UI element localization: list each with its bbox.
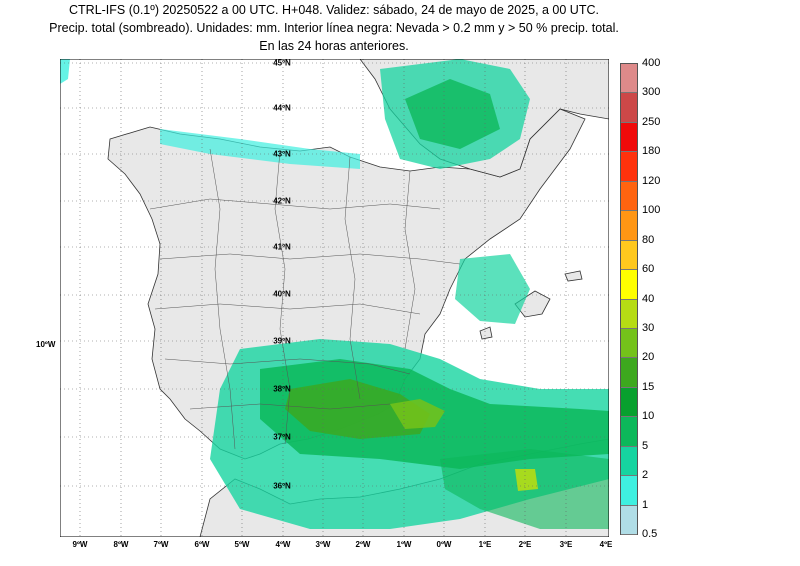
legend-swatch	[621, 181, 637, 212]
legend-value-label: 5	[642, 439, 649, 452]
lat-label-43: 43ºN	[273, 149, 291, 159]
lon-label-4w: 4ºW	[275, 540, 291, 549]
lon-label-8w: 8ºW	[113, 540, 129, 549]
lat-label-42: 42ºN	[273, 196, 291, 206]
lon-label-5w: 5ºW	[234, 540, 250, 549]
lon-label-3w: 3ºW	[315, 540, 331, 549]
mallorca	[514, 290, 551, 318]
lat-label-36: 36ºN	[273, 481, 291, 491]
province-borders	[149, 148, 461, 450]
legend-value-label: 60	[642, 263, 655, 276]
map-title-line-1: CTRL-IFS (0.1º) 20250522 a 00 UTC. H+048…	[69, 3, 599, 17]
legend-value-label: 250	[642, 115, 661, 128]
legend-swatch	[621, 417, 637, 447]
legend-swatch	[621, 64, 637, 94]
legend-swatch	[621, 152, 637, 182]
legend-value-label: 30	[642, 321, 655, 334]
legend-swatch	[621, 299, 637, 329]
legend-swatch	[621, 476, 637, 506]
legend-swatch	[621, 93, 637, 123]
legend-value-label: 20	[642, 351, 655, 364]
legend-swatch	[621, 505, 637, 535]
legend-value-label: 300	[642, 86, 661, 99]
legend-swatch	[621, 122, 637, 153]
lon-label-4e: 4ºE	[599, 540, 613, 549]
legend-value-label: 1	[642, 498, 649, 511]
legend-value-label: 80	[642, 233, 655, 246]
side-label-10w: 10ºW	[36, 340, 56, 349]
lat-label-44: 44ºN	[273, 103, 291, 113]
lat-label-45: 45ºN	[273, 58, 291, 68]
precip-color-legend	[620, 63, 638, 535]
legend-value-label: 180	[642, 145, 661, 158]
legend-swatch	[621, 328, 637, 359]
legend-value-label: 0.5	[642, 528, 658, 540]
map-title-line-3: En las 24 horas anteriores.	[259, 39, 409, 53]
lat-label-41: 41ºN	[273, 242, 291, 252]
legend-value-label: 10	[642, 410, 655, 423]
legend-swatch	[621, 211, 637, 241]
lon-label-2w: 2ºW	[355, 540, 371, 549]
legend-value-label: 40	[642, 292, 655, 305]
legend-value-label: 15	[642, 380, 655, 393]
legend-value-label: 2	[642, 469, 649, 482]
legend-swatch	[621, 358, 637, 388]
menorca	[564, 270, 583, 282]
legend-value-label: 400	[642, 57, 661, 69]
lat-label-38: 38ºN	[273, 384, 291, 394]
lon-label-6w: 6ºW	[194, 540, 210, 549]
precipitation-map	[60, 59, 609, 537]
lon-label-2e: 2ºE	[518, 540, 532, 549]
legend-value-label: 120	[642, 174, 661, 187]
ibiza	[479, 326, 493, 340]
precipitation-shading	[60, 59, 609, 529]
map-title-line-2: Precip. total (sombreado). Unidades: mm.…	[49, 21, 619, 35]
lon-label-1e: 1ºE	[478, 540, 492, 549]
lon-label-0w: 0ºW	[436, 540, 452, 549]
lon-label-9w: 9ºW	[72, 540, 88, 549]
lon-label-3e: 3ºE	[559, 540, 573, 549]
legend-value-label: 100	[642, 204, 661, 217]
legend-swatch	[621, 446, 637, 477]
lat-label-40: 40ºN	[273, 289, 291, 299]
legend-swatch	[621, 240, 637, 271]
lat-label-39: 39ºN	[273, 336, 291, 346]
lon-label-7w: 7ºW	[153, 540, 169, 549]
legend-swatch	[621, 387, 637, 418]
lat-label-37: 37ºN	[273, 432, 291, 442]
lon-label-1w: 1ºW	[396, 540, 412, 549]
legend-swatch	[621, 270, 637, 300]
